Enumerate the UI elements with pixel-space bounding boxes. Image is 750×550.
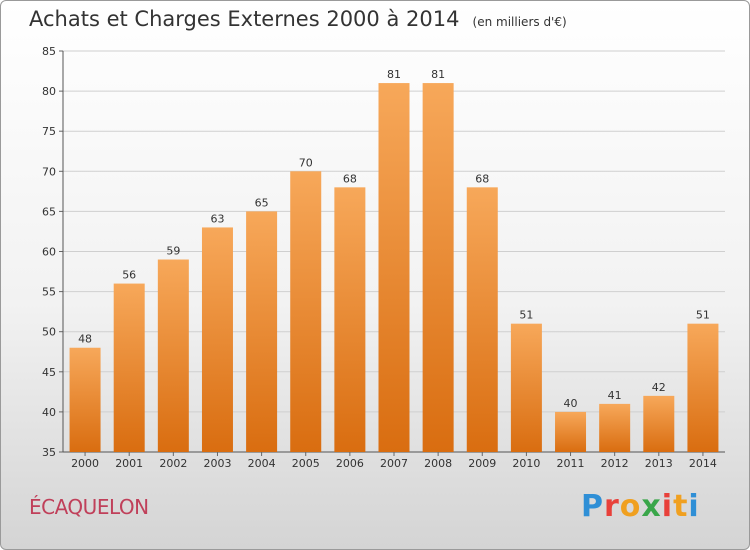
bar (69, 347, 101, 452)
data-label: 51 (696, 309, 710, 322)
x-tick-label: 2003 (203, 457, 231, 470)
x-tick-label: 2008 (424, 457, 452, 470)
x-tick-label: 2009 (468, 457, 496, 470)
y-tick-label: 50 (42, 326, 56, 339)
logo-letter: x (641, 489, 662, 524)
y-tick-label: 45 (42, 366, 56, 379)
y-tick-label: 65 (42, 205, 56, 218)
x-tick-label: 2001 (115, 457, 143, 470)
x-tick-label: 2013 (645, 457, 673, 470)
y-tick-label: 80 (42, 85, 56, 98)
data-label: 56 (122, 269, 136, 282)
data-label: 59 (166, 245, 180, 258)
data-label: 48 (78, 333, 92, 346)
bar (599, 403, 631, 452)
bar (555, 411, 587, 452)
x-tick-label: 2000 (71, 457, 99, 470)
bar (510, 323, 542, 452)
bar (687, 323, 719, 452)
bar (334, 187, 366, 452)
data-label: 63 (210, 212, 224, 225)
chart-title-main: Achats et Charges Externes 2000 à 2014 (29, 7, 460, 31)
y-tick-label: 85 (42, 45, 56, 58)
x-tick-label: 2007 (380, 457, 408, 470)
bar (201, 227, 233, 452)
logo-letter: i (661, 489, 674, 524)
y-tick-label: 75 (42, 125, 56, 138)
logo-letter: r (604, 489, 620, 524)
chart-title: Achats et Charges Externes 2000 à 2014 (… (29, 7, 567, 31)
y-tick-label: 40 (42, 406, 56, 419)
bar (378, 83, 410, 452)
x-tick-label: 2002 (159, 457, 187, 470)
data-label: 68 (343, 172, 357, 185)
place-name: ÉCAQUELON (29, 495, 149, 519)
y-tick-label: 55 (42, 286, 56, 299)
bar (290, 171, 322, 453)
data-label: 51 (519, 309, 533, 322)
bar (246, 211, 278, 452)
bar (643, 395, 675, 452)
bar (466, 187, 498, 452)
y-tick-label: 35 (42, 446, 56, 459)
bar (422, 83, 454, 452)
data-label: 70 (299, 156, 313, 169)
x-tick-label: 2012 (601, 457, 629, 470)
proxiti-logo: Proxiti (581, 489, 700, 524)
chart-unit-label: (en milliers d'€) (472, 15, 567, 29)
data-label: 81 (387, 68, 401, 81)
x-tick-label: 2004 (248, 457, 276, 470)
data-label: 42 (652, 381, 666, 394)
logo-letter: o (619, 489, 642, 524)
x-tick-label: 2010 (512, 457, 540, 470)
data-label: 65 (255, 196, 269, 209)
x-tick-label: 2011 (557, 457, 585, 470)
x-tick-label: 2005 (292, 457, 320, 470)
data-label: 40 (564, 397, 578, 410)
bar (113, 283, 145, 452)
logo-letter: P (581, 489, 604, 524)
x-tick-label: 2014 (689, 457, 717, 470)
data-label: 81 (431, 68, 445, 81)
y-tick-label: 60 (42, 246, 56, 259)
x-tick-label: 2006 (336, 457, 364, 470)
bar (157, 259, 189, 452)
logo-letter: i (688, 489, 700, 524)
data-label: 68 (475, 172, 489, 185)
y-tick-label: 70 (42, 165, 56, 178)
data-label: 41 (608, 389, 622, 402)
logo-letter: t (673, 489, 689, 524)
